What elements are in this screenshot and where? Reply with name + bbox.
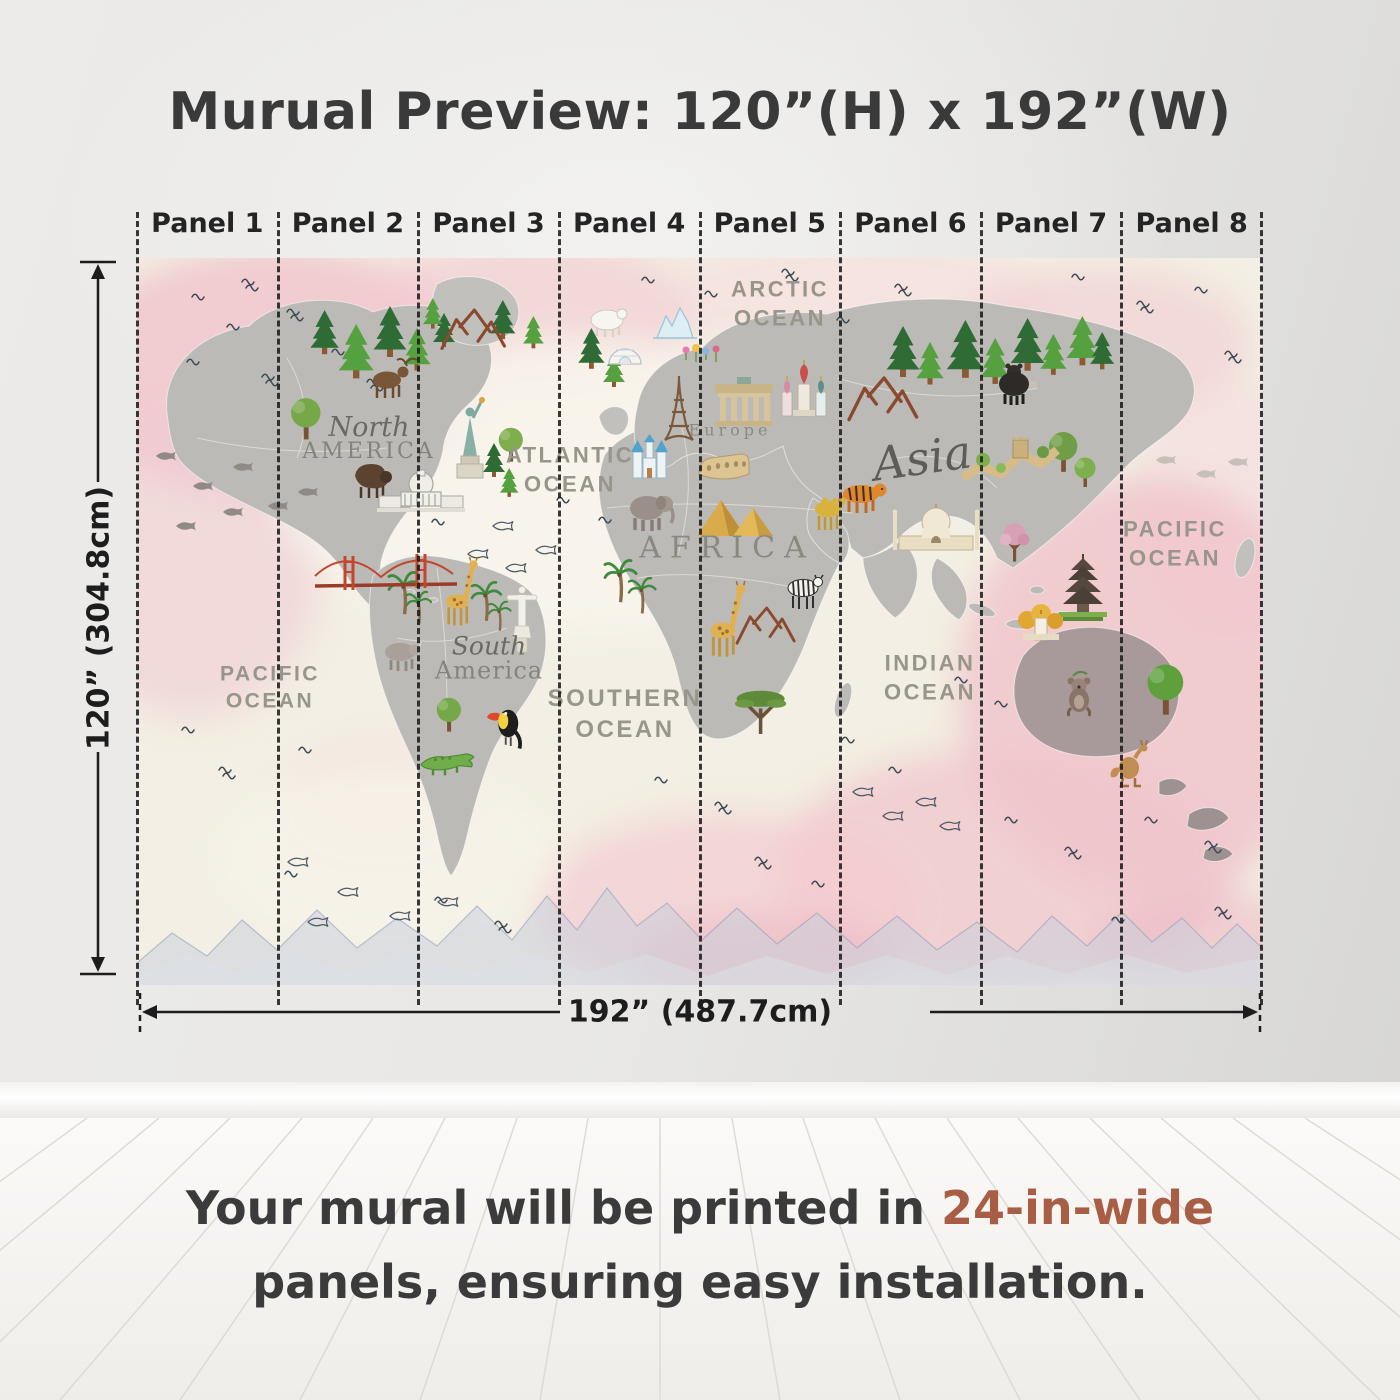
caption-line-1: Your mural will be printed in 24-in-wide	[0, 1172, 1400, 1246]
flowers-icon	[682, 344, 720, 362]
golden-gate-bridge-icon	[314, 554, 458, 590]
panel-cut-line	[1120, 212, 1124, 1005]
new-zealand-landmass	[1158, 778, 1188, 797]
panel-cut-line	[979, 212, 983, 1005]
rhino-icon	[385, 640, 423, 671]
panel-label-4: Panel 4	[573, 208, 686, 239]
bison-icon	[355, 464, 392, 498]
panel-cut-line	[1260, 212, 1263, 1005]
black-bear-icon	[999, 363, 1029, 405]
panel-label-7: Panel 7	[994, 208, 1108, 239]
width-dimension-arrow	[138, 993, 1262, 1037]
eiffel-tower-icon	[664, 376, 694, 441]
tiger-icon	[838, 483, 887, 513]
brandenburg-gate-icon	[715, 377, 773, 426]
capitol-building-icon	[377, 469, 465, 512]
caption-line-2: panels, ensuring easy installation.	[252, 1254, 1148, 1309]
floor-plank-lines	[0, 1118, 1400, 1400]
australia-landmass	[1013, 626, 1180, 758]
panel-label-1: Panel 1	[151, 208, 264, 239]
indochina-landmass	[930, 557, 968, 621]
iceberg-icon	[653, 306, 697, 339]
kangaroo-icon	[1110, 739, 1148, 788]
india-landmass	[862, 539, 918, 619]
panel-cut-line	[417, 212, 421, 1005]
pyramids-icon	[697, 500, 773, 536]
new-zealand-landmass	[1186, 807, 1230, 831]
polar-bear-icon	[590, 308, 628, 337]
world-map-illustration	[137, 258, 1262, 985]
christ-redeemer-icon	[506, 586, 538, 653]
caption-line1-text: Your mural will be printed in	[185, 1181, 941, 1235]
panel-label-2: Panel 2	[291, 208, 405, 239]
united-kingdom-landmass	[598, 406, 629, 436]
page-title: Murual Preview: 120”(H) x 192”(W)	[168, 82, 1232, 142]
golden-temple-icon	[1018, 604, 1063, 641]
panel-labels-row: Panel 1 Panel 2 Panel 3 Panel 4 Panel 5 …	[137, 204, 1262, 252]
statue-of-liberty-icon	[456, 397, 485, 479]
panel-label-6: Panel 6	[854, 208, 967, 239]
colosseum-icon	[698, 453, 750, 480]
wood-floor	[0, 1118, 1400, 1400]
zebra-icon	[787, 574, 824, 609]
great-wall-icon	[960, 436, 1060, 482]
panel-cut-line	[839, 212, 843, 1005]
moose-icon	[373, 357, 418, 398]
width-dimension-label: 192” (487.7cm)	[567, 994, 833, 1030]
crocodile-icon	[420, 753, 475, 776]
panel-label-8: Panel 8	[1135, 208, 1248, 239]
mural-preview: ARCTIC OCEAN ATLANTIC OCEAN PACIFIC OCEA…	[136, 208, 1263, 1005]
igloo-icon	[608, 348, 642, 365]
height-dimension-label: 120” (304.8cm)	[81, 485, 117, 751]
caption: Your mural will be printed in 24-in-wide…	[0, 1172, 1400, 1319]
wall-baseboard	[0, 1082, 1400, 1118]
elephant-icon	[630, 496, 675, 531]
panel-label-5: Panel 5	[713, 208, 826, 239]
panel-cut-line	[698, 212, 702, 1005]
caption-highlight: 24-in-wide	[940, 1181, 1215, 1235]
taj-mahal-icon	[892, 504, 980, 551]
madagascar-landmass	[833, 682, 853, 718]
pagoda-temple-icon	[1059, 554, 1107, 621]
height-dimension-arrow	[80, 260, 116, 976]
castle-icon	[631, 434, 668, 479]
panel-cut-line	[276, 212, 280, 1005]
panel-label-3: Panel 3	[432, 208, 545, 239]
toucan-icon	[487, 709, 522, 749]
panel-cut-line	[557, 212, 561, 1005]
st-basils-cathedral-icon	[781, 360, 827, 417]
panel-cut-line	[136, 212, 139, 1005]
koala-icon	[1066, 670, 1092, 717]
